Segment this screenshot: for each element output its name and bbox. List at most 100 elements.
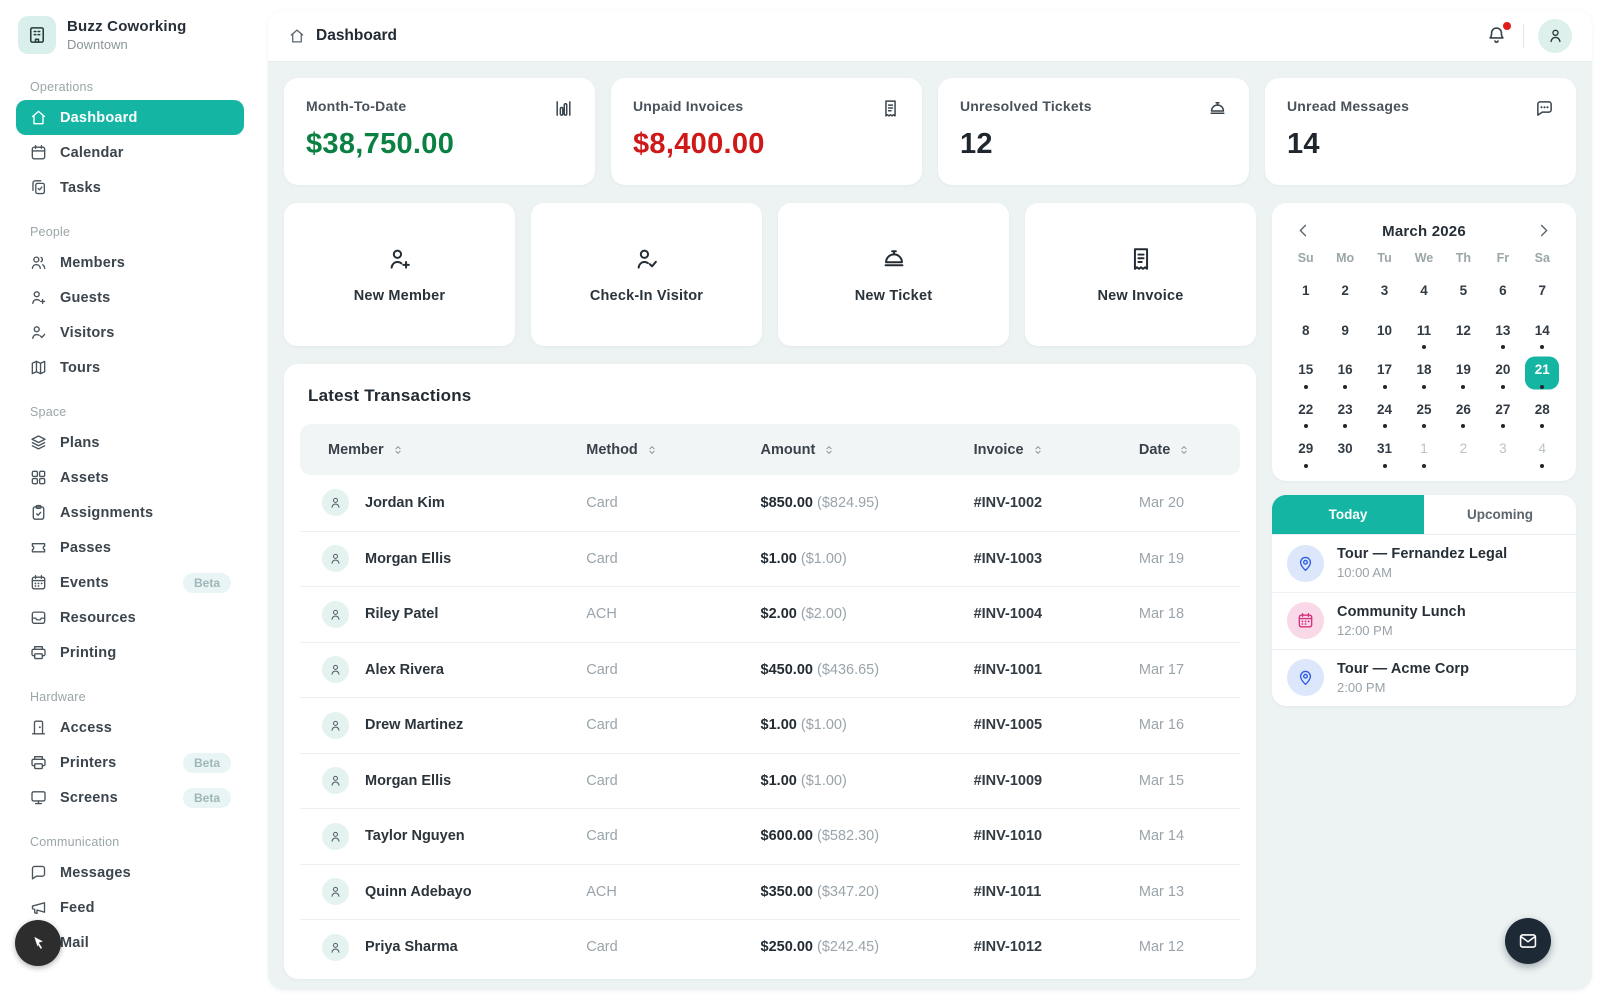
sidebar-item-screens[interactable]: Screens Beta: [16, 780, 244, 815]
payment-method: ACH: [586, 883, 617, 900]
calendar-day[interactable]: 27: [1483, 394, 1522, 434]
sidebar-item-dashboard[interactable]: Dashboard: [16, 100, 244, 135]
event-item[interactable]: Tour — Fernandez Legal 10:00 AM: [1272, 535, 1576, 592]
tab-today[interactable]: Today: [1272, 494, 1424, 534]
calendar-day[interactable]: 28: [1523, 394, 1562, 434]
tab-upcoming[interactable]: Upcoming: [1467, 506, 1533, 522]
calendar-day[interactable]: 22: [1286, 394, 1325, 434]
sidebar-item-visitors[interactable]: Visitors: [16, 315, 244, 350]
quick-action-new-member[interactable]: New Member: [284, 203, 515, 346]
calendar-day[interactable]: 4: [1523, 433, 1562, 473]
transaction-row[interactable]: Taylor Nguyen Card $600.00 ($582.30) #INV-1…: [300, 808, 1240, 864]
calendar-day[interactable]: 29: [1286, 433, 1325, 473]
sidebar-item-assets[interactable]: Assets: [16, 460, 244, 495]
user-menu-button[interactable]: [1538, 18, 1572, 53]
calendar-day[interactable]: 17: [1365, 354, 1404, 394]
printer-icon: [31, 645, 46, 660]
sidebar-item-calendar[interactable]: Calendar: [16, 135, 244, 170]
quick-action-new-ticket[interactable]: New Ticket: [778, 203, 1009, 346]
calendar-day[interactable]: 8: [1301, 322, 1310, 338]
sidebar-item-tours[interactable]: Tours: [16, 350, 244, 385]
calendar-day[interactable]: 2: [1459, 441, 1468, 456]
calendar-day[interactable]: 6: [1499, 283, 1507, 298]
transaction-row[interactable]: Priya Sharma Card $250.00 ($242.45) #INV-10…: [300, 919, 1240, 975]
stat-card-unpaid-invoices[interactable]: Unpaid Invoices $8,400.00: [611, 78, 922, 185]
transaction-row[interactable]: Quinn Adebayo ACH $350.00 ($347.20) #INV-10…: [300, 863, 1240, 920]
column-header-method[interactable]: Method: [558, 442, 732, 458]
calendar-day[interactable]: 7: [1538, 283, 1547, 298]
event-dot: [1540, 424, 1545, 428]
mail-fab-button[interactable]: [1505, 918, 1551, 964]
calendar-day-selected[interactable]: 21: [1523, 354, 1562, 394]
calendar-day[interactable]: 23: [1325, 394, 1364, 434]
event-item[interactable]: Community Lunch 12:00 PM: [1272, 591, 1576, 649]
sidebar-item-events[interactable]: Events Beta: [16, 565, 244, 600]
calendar-day[interactable]: 14: [1523, 315, 1562, 355]
transaction-row[interactable]: Riley Patel ACH $2.00 ($2.00) #INV-1004 Mar …: [300, 586, 1240, 642]
sidebar-item-passes[interactable]: Passes: [16, 530, 244, 565]
calendar-day[interactable]: 24: [1365, 394, 1404, 434]
org-location: Downtown: [67, 37, 128, 52]
stat-card-month-to-date[interactable]: Month-To-Date $38,750.00: [284, 78, 595, 185]
event-dot: [1303, 463, 1308, 468]
sidebar-item-feed[interactable]: Feed: [16, 890, 244, 925]
calendar-day[interactable]: 1: [1301, 283, 1310, 298]
column-header-date[interactable]: Date: [1111, 442, 1240, 458]
calendar-day[interactable]: 1: [1404, 433, 1443, 473]
calendar-day[interactable]: 30: [1337, 441, 1353, 456]
calendar-day[interactable]: 2: [1341, 283, 1349, 298]
sidebar-section-label: Space: [30, 405, 67, 419]
quick-action-new-invoice[interactable]: New Invoice: [1025, 203, 1256, 346]
calendar-prev-button[interactable]: [1294, 221, 1314, 241]
sidebar-item-plans[interactable]: Plans: [16, 425, 244, 460]
calendar-month-label: March 2026: [1382, 222, 1466, 240]
transaction-row[interactable]: Morgan Ellis Card $1.00 ($1.00) #INV-1003 Ma…: [300, 530, 1240, 587]
calendar-day[interactable]: 16: [1325, 354, 1364, 394]
event-item[interactable]: Tour — Acme Corp 2:00 PM: [1272, 648, 1576, 706]
stat-card-unread-messages[interactable]: Unread Messages 14: [1265, 78, 1576, 185]
quick-action-check-in-visitor[interactable]: Check-In Visitor: [531, 203, 762, 346]
sidebar-item-members[interactable]: Members: [16, 245, 244, 280]
sidebar-item-access[interactable]: Access: [16, 710, 244, 745]
collapse-cursor-button[interactable]: [15, 920, 61, 966]
building-icon: [29, 27, 45, 43]
calendar-day[interactable]: 26: [1444, 394, 1483, 434]
calendar-day[interactable]: 9: [1341, 322, 1349, 338]
calendar-day[interactable]: 11: [1404, 315, 1443, 355]
calendar-next-button[interactable]: [1534, 221, 1554, 241]
calendar-day[interactable]: 20: [1483, 354, 1522, 394]
notifications-button[interactable]: [1485, 21, 1511, 48]
sidebar-item-messages[interactable]: Messages: [16, 855, 244, 890]
sidebar-item-assignments[interactable]: Assignments: [16, 495, 244, 530]
left-column: New Member Check-In Visitor New Ticket New …: [284, 203, 1256, 979]
transaction-row[interactable]: Drew Martinez Card $1.00 ($1.00) #INV-1005 M…: [300, 697, 1240, 753]
column-header-amount[interactable]: Amount: [733, 442, 946, 458]
calendar-day[interactable]: 25: [1404, 394, 1443, 434]
column-header-invoice[interactable]: Invoice: [946, 442, 1111, 458]
calendar-day[interactable]: 19: [1444, 354, 1483, 394]
transaction-row[interactable]: Alex Rivera Card $450.00 ($436.65) #INV-100…: [300, 641, 1240, 698]
sidebar-item-printing[interactable]: Printing: [16, 635, 244, 670]
transaction-date: Mar 18: [1138, 606, 1185, 623]
calendar-day[interactable]: 3: [1380, 283, 1389, 298]
sidebar-item-tasks[interactable]: Tasks: [16, 170, 244, 205]
transaction-row[interactable]: Morgan Ellis Card $1.00 ($1.00) #INV-1009 Ma…: [300, 752, 1240, 809]
calendar-day[interactable]: 10: [1377, 322, 1393, 338]
sidebar-item-guests[interactable]: Guests: [16, 280, 244, 315]
stat-card-unresolved-tickets[interactable]: Unresolved Tickets 12: [938, 78, 1249, 185]
calendar-day[interactable]: 31: [1365, 433, 1404, 473]
calendar-day[interactable]: 5: [1459, 283, 1468, 298]
sidebar-section-people: People Members Guests Visitors Tours: [16, 225, 244, 385]
calendar-day[interactable]: 12: [1455, 322, 1471, 338]
calendar-day[interactable]: 3: [1499, 441, 1507, 456]
calendar-day[interactable]: 13: [1483, 315, 1522, 355]
calendar-day[interactable]: 4: [1420, 283, 1428, 298]
column-header-member[interactable]: Member: [300, 442, 558, 458]
sidebar-item-resources[interactable]: Resources: [16, 600, 244, 635]
chat-icon: [31, 865, 46, 880]
transaction-row[interactable]: Jordan Kim Card $850.00 ($824.95) #INV-1002…: [300, 475, 1240, 531]
sidebar-item-printers[interactable]: Printers Beta: [16, 745, 244, 780]
org-switcher[interactable]: Buzz Coworking Downtown: [16, 14, 244, 60]
calendar-day[interactable]: 18: [1404, 354, 1443, 394]
calendar-day[interactable]: 15: [1286, 354, 1325, 394]
